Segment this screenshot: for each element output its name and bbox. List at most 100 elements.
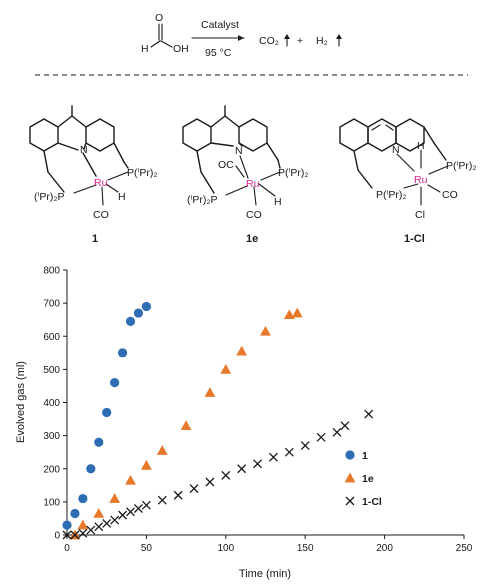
data-point-1-Cl: [253, 459, 263, 469]
data-point-1-Cl: [110, 515, 120, 525]
data-point-1-Cl: [126, 507, 135, 517]
complex-1e-p-left-label: (ⁱPr)₂P: [187, 194, 217, 206]
data-point-1-Cl: [205, 477, 215, 487]
data-point-1: [110, 378, 120, 388]
data-point-1-Cl: [237, 464, 247, 474]
data-point-1e: [125, 474, 136, 485]
data-point-1e: [93, 508, 105, 518]
complex-1-h-label: H: [118, 191, 126, 203]
data-point-1e: [141, 460, 152, 470]
condition-label: 95 °C: [205, 47, 232, 59]
data-point-1-Cl: [157, 495, 167, 505]
complex-1cl-ru-label: Ru: [414, 174, 428, 186]
y-tick-label: 400: [43, 398, 60, 409]
y-tick-label: 300: [43, 431, 60, 442]
data-point-1e: [260, 325, 271, 336]
series-1: [62, 301, 151, 530]
legend-marker: [345, 450, 355, 460]
complex-1-p-right-label: P(ⁱPr)₂: [127, 167, 157, 179]
data-point-1-Cl: [102, 518, 112, 528]
data-point-1e: [204, 387, 216, 397]
series-markers: [62, 301, 374, 540]
complex-1cl-name: 1-Cl: [404, 233, 425, 245]
complex-1cl-n-label: N: [392, 144, 400, 156]
complex-1cl-co-label: CO: [442, 189, 458, 201]
x-tick-label: 200: [376, 543, 393, 554]
y-tick-label: 0: [54, 531, 60, 542]
complex-1-structure: [29, 105, 129, 206]
plot-axes: [63, 269, 465, 539]
complex-1cl-p-left-label: P(ⁱPr)₂: [376, 189, 406, 201]
x-tick-label: 0: [64, 543, 70, 554]
formic-acid-oh-label: OH: [173, 43, 189, 55]
data-point-1-Cl: [141, 500, 151, 510]
data-point-1-Cl: [300, 441, 310, 451]
y-tick-label: 700: [43, 299, 60, 310]
gas-up-arrow-1: [284, 34, 290, 47]
legend-label: 1-Cl: [362, 496, 382, 508]
data-point-1-Cl: [332, 427, 342, 437]
y-tick-label: 800: [43, 266, 60, 277]
x-tick-labels: 0 50 100 150 200 250: [64, 543, 473, 554]
chart-legend: 1 1e 1-Cl: [344, 450, 382, 508]
data-point-1e: [283, 309, 295, 320]
y-tick-label: 600: [43, 332, 60, 343]
data-point-1-Cl: [86, 525, 96, 535]
plus-sign: +: [297, 35, 303, 47]
data-point-1e: [291, 307, 303, 318]
data-point-1-Cl: [173, 490, 183, 500]
legend-item-1-Cl: 1-Cl: [345, 496, 382, 508]
product-co2-label: CO₂: [259, 35, 279, 47]
data-point-1-Cl: [78, 528, 88, 538]
complex-1-ru-label: Ru: [94, 177, 108, 189]
formic-acid-oxygen-label: O: [155, 12, 163, 24]
data-point-1-Cl: [364, 409, 374, 419]
data-point-1-Cl: [70, 530, 80, 540]
data-point-1: [70, 508, 80, 519]
data-point-1: [94, 437, 104, 447]
data-point-1: [125, 316, 136, 326]
series-1-Cl: [62, 409, 374, 540]
data-point-1e: [77, 519, 89, 530]
reaction-arrow: [191, 35, 245, 41]
data-point-1e: [109, 493, 121, 503]
complex-1-name: 1: [92, 233, 98, 245]
complex-1e-structure: [182, 105, 281, 206]
data-point-1: [117, 348, 128, 358]
data-point-1-Cl: [268, 452, 278, 462]
legend-label: 1: [362, 450, 368, 462]
legend-item-1e: 1e: [344, 472, 374, 485]
data-point-1-Cl: [221, 470, 231, 480]
x-axis-label: Time (min): [239, 568, 291, 580]
x-tick-label: 250: [456, 543, 473, 554]
formic-acid-structure: O H OH: [141, 12, 189, 55]
complex-1e-co-label: CO: [246, 209, 262, 221]
x-tick-label: 150: [297, 543, 314, 554]
data-point-1-Cl: [118, 510, 128, 520]
complex-1e-ru-label: Ru: [246, 178, 260, 190]
data-point-1-Cl: [316, 432, 326, 442]
complex-1cl-structure: [339, 118, 449, 206]
data-point-1-Cl: [189, 484, 199, 494]
complex-1-p-left-label: (ⁱPr)₂P: [34, 191, 64, 203]
complex-1e-oc-label: OC: [218, 159, 234, 171]
y-tick-labels: 0 100 200 300 400 500 600 700 800: [43, 266, 60, 542]
data-point-1-Cl: [94, 522, 104, 532]
data-point-1-Cl: [340, 421, 350, 431]
data-point-1: [62, 520, 72, 530]
data-point-1: [102, 407, 112, 418]
y-tick-label: 500: [43, 365, 60, 376]
y-tick-label: 100: [43, 497, 60, 508]
data-point-1e: [236, 345, 248, 356]
legend-marker: [344, 472, 356, 483]
data-point-1: [78, 493, 88, 504]
complex-1cl-p-right-label: P(ⁱPr)₂: [446, 160, 476, 172]
y-tick-label: 200: [43, 464, 60, 475]
catalyst-label: Catalyst: [201, 19, 239, 31]
series-1e: [69, 307, 303, 540]
product-h2-label: H₂: [316, 35, 328, 47]
legend-label: 1e: [362, 473, 374, 485]
data-point-1e: [180, 420, 192, 431]
data-point-1: [141, 301, 151, 312]
data-point-1: [86, 464, 96, 474]
